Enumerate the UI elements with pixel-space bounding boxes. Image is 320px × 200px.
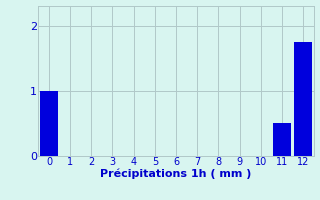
Bar [273, 123, 291, 156]
Bar [40, 91, 58, 156]
Bar [294, 42, 312, 156]
X-axis label: Précipitations 1h ( mm ): Précipitations 1h ( mm ) [100, 169, 252, 179]
